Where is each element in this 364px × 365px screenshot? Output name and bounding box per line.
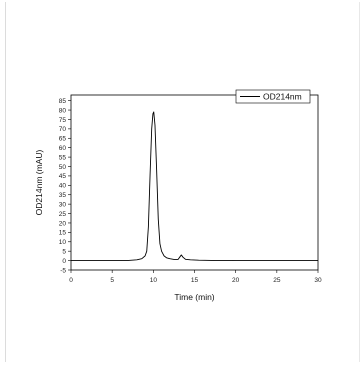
y-tick-label: 80 (59, 107, 67, 114)
y-tick-label: 65 (59, 136, 67, 143)
x-tick-label: 10 (150, 277, 158, 284)
y-tick-label: 45 (59, 173, 67, 180)
x-tick-label: 25 (273, 277, 281, 284)
y-tick-label: 20 (59, 220, 67, 227)
x-tick-label: 15 (191, 277, 199, 284)
y-tick-label: 25 (59, 211, 67, 218)
y-tick-label: 5 (62, 248, 66, 255)
y-tick-label: 10 (59, 239, 67, 246)
series-line-od214nm (71, 111, 318, 262)
x-axis: 0 5 10 15 20 25 30 (69, 270, 322, 284)
y-tick-label: 15 (59, 230, 67, 237)
y-tick-label: 60 (59, 145, 67, 152)
x-tick-label: 30 (314, 277, 322, 284)
y-tick-label: 85 (59, 98, 67, 105)
y-tick-label: 70 (59, 126, 67, 133)
y-tick-label: 40 (59, 183, 67, 190)
legend: OD214nm (235, 89, 311, 104)
x-tick-label: 20 (232, 277, 240, 284)
x-tick-label: 5 (110, 277, 114, 284)
y-axis-label: OD214nm (mAU) (34, 150, 44, 216)
y-tick-label: 30 (59, 201, 67, 208)
x-tick-label: 0 (69, 277, 73, 284)
x-axis-label: Time (min) (174, 292, 214, 302)
legend-label-od214nm: OD214nm (263, 92, 302, 102)
y-axis: -5 0 5 10 15 20 25 30 35 40 45 50 55 60 65 70 75 80 85 (59, 98, 71, 274)
legend-box (235, 89, 311, 104)
y-tick-label: -5 (60, 267, 66, 274)
y-tick-label: 55 (59, 154, 67, 161)
plot-area (70, 94, 319, 271)
y-tick-label: 75 (59, 117, 67, 124)
y-tick-label: 0 (62, 258, 66, 265)
y-tick-label: 50 (59, 164, 67, 171)
y-tick-label: 35 (59, 192, 67, 199)
figure-frame (5, 2, 360, 362)
